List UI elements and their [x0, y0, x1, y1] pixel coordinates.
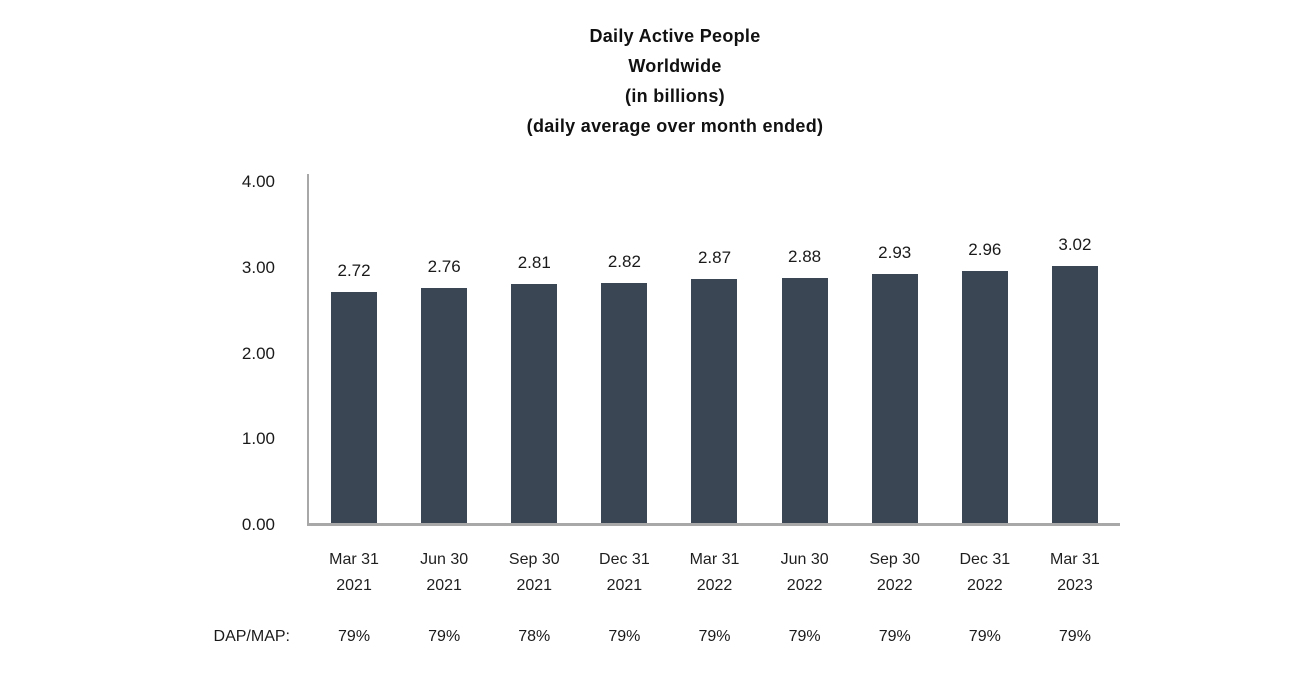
bar-column: 2.96: [940, 240, 1030, 525]
chart-title-line-4: (daily average over month ended): [526, 116, 824, 136]
bar-value-label: 2.87: [697, 248, 732, 267]
x-tick-label: Dec 31 2022: [940, 547, 1030, 599]
dap-map-value: 79%: [428, 628, 461, 645]
bar: [781, 278, 828, 525]
bar-value-label: 2.81: [517, 253, 551, 272]
bars-row: 2.72 2.76 2.81 2.82 2.87 2.88 2.93 2.96 3.02: [309, 182, 1120, 525]
dap-map-value: 79%: [608, 628, 641, 645]
chart-title-line-2: Worldwide: [628, 56, 722, 76]
x-tick-month: Mar 31: [689, 551, 740, 568]
dap-map-value: 79%: [878, 628, 911, 645]
dap-map-value: 79%: [788, 628, 821, 645]
bar-column: 2.87: [669, 248, 759, 525]
x-tick-month: Mar 31: [329, 551, 379, 568]
x-tick-label: Jun 30 2022: [760, 547, 850, 599]
dap-map-values-row: 79% 79% 78% 79% 79% 79% 79% 79% 79%: [309, 624, 1120, 650]
x-tick-month: Dec 31: [599, 551, 650, 568]
x-tick-month: Jun 30: [780, 551, 829, 568]
x-tick-year: 2022: [786, 577, 823, 594]
x-tick-year: 2022: [967, 577, 1003, 594]
dap-map-value: 79%: [698, 628, 731, 645]
dap-map-value: 79%: [338, 628, 371, 645]
x-tick-year: 2021: [336, 577, 372, 594]
x-tick-year: 2021: [606, 577, 643, 594]
x-tick-year: 2021: [426, 577, 462, 594]
x-tick-month: Jun 30: [420, 551, 469, 568]
x-tick-month: Sep 30: [869, 551, 921, 568]
bar-column: 2.93: [850, 243, 940, 525]
y-tick-label: 4.00: [241, 172, 275, 191]
bar-column: 2.88: [760, 247, 850, 525]
bar-column: 2.72: [309, 261, 399, 525]
bar-column: 2.82: [579, 252, 669, 525]
x-tick-month: Dec 31: [959, 551, 1011, 568]
x-tick-label: Mar 31 2023: [1030, 547, 1120, 599]
x-tick-label: Sep 30 2022: [850, 547, 940, 599]
bar: [1051, 266, 1098, 525]
y-tick-label: 3.00: [241, 257, 275, 277]
bar-value-label: 3.02: [1058, 235, 1092, 254]
chart-title-line-1: Daily Active People: [589, 26, 761, 46]
dap-map-value: 79%: [968, 628, 1001, 645]
y-tick-label: 2.00: [241, 343, 275, 363]
x-tick-month: Mar 31: [1050, 551, 1100, 568]
x-tick-label: Dec 31 2021: [579, 547, 669, 599]
bar: [871, 274, 918, 525]
x-tick-month: Sep 30: [508, 551, 560, 568]
x-tick-label: Jun 30 2021: [399, 547, 489, 599]
x-tick-year: 2023: [1057, 577, 1093, 594]
bar: [331, 292, 378, 525]
chart-title: Daily Active People Worldwide (in billio…: [285, 21, 1065, 141]
dap-map-value: 79%: [1058, 628, 1091, 645]
bar: [961, 271, 1008, 525]
bar-column: 3.02: [1030, 235, 1120, 525]
x-axis-labels: Mar 31 2021 Jun 30 2021 Sep 30 2021 Dec 31 2021…: [309, 547, 1120, 599]
x-tick-label: Sep 30 2021: [489, 547, 579, 599]
bar-column: 2.81: [489, 253, 579, 525]
bar-value-label: 2.93: [878, 243, 912, 262]
y-tick-label: 0.00: [241, 515, 275, 534]
bar: [691, 279, 738, 525]
dap-map-row-label: DAP/MAP:: [213, 628, 290, 645]
x-axis-line: [307, 523, 1120, 526]
bar-value-label: 2.76: [427, 257, 461, 276]
x-tick-year: 2022: [876, 577, 913, 594]
x-tick-label: Mar 31 2021: [309, 547, 399, 599]
plot-area: 2.72 2.76 2.81 2.82 2.87 2.88 2.93 2.96 3.02: [307, 174, 1120, 526]
chart-title-line-3: (in billions): [625, 86, 725, 106]
bar: [421, 288, 468, 525]
y-axis-labels: 4.00 3.00 2.00 1.00 0.00: [150, 172, 275, 534]
bar-value-label: 2.82: [607, 252, 641, 271]
x-tick-label: Mar 31 2022: [669, 547, 759, 599]
bar-value-label: 2.88: [788, 247, 822, 266]
bar-column: 2.76: [399, 257, 489, 525]
bar: [601, 283, 648, 525]
y-axis-line: [307, 174, 309, 525]
x-tick-year: 2022: [696, 577, 733, 594]
x-tick-year: 2021: [516, 577, 553, 594]
bar-value-label: 2.72: [337, 261, 371, 280]
bar: [511, 284, 558, 525]
dap-map-value: 78%: [518, 628, 551, 645]
bar-value-label: 2.96: [968, 240, 1002, 259]
y-tick-label: 1.00: [241, 429, 275, 449]
